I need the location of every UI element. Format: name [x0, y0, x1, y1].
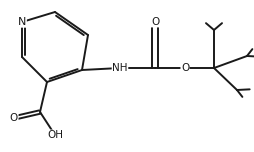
Text: N: N — [18, 17, 26, 27]
Text: NH: NH — [112, 63, 128, 73]
Text: O: O — [10, 113, 18, 123]
Text: OH: OH — [47, 130, 63, 140]
Text: O: O — [181, 63, 189, 73]
Text: O: O — [151, 17, 159, 27]
